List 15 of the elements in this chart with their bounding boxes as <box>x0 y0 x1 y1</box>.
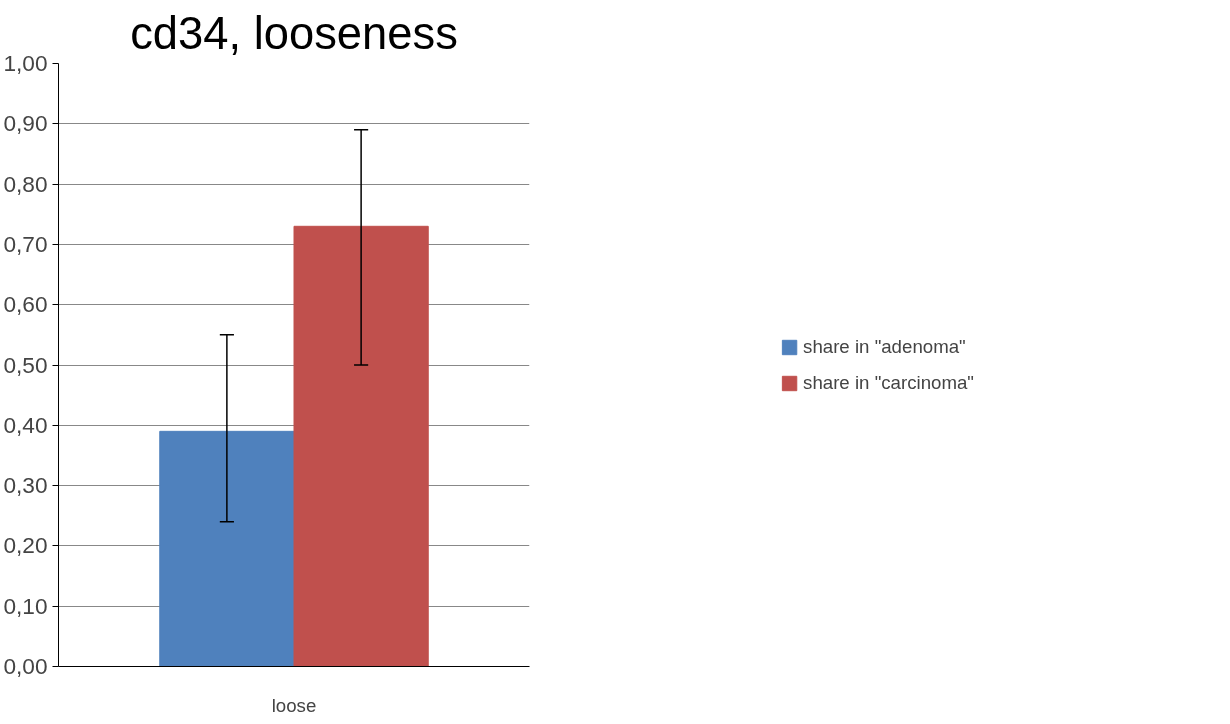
y-tick-label: 0,00 <box>3 653 48 679</box>
y-tick-label: 0,10 <box>3 592 48 619</box>
y-tick-label: 0,70 <box>3 230 48 257</box>
y-tick-label: 0,30 <box>3 472 48 499</box>
y-tick-label: 0,90 <box>3 110 48 137</box>
y-tick-label: 0,40 <box>3 411 48 438</box>
chart-title: cd34, looseness <box>130 7 458 59</box>
y-tick-label: 0,20 <box>3 532 48 559</box>
y-tick-label: 0,50 <box>3 351 48 378</box>
legend-label: share in "carcinoma" <box>803 371 974 394</box>
y-tick-label: 0,60 <box>3 291 48 318</box>
x-tick-label: loose <box>271 694 317 716</box>
legend-label: share in "adenoma" <box>803 335 966 358</box>
y-tick-label: 1,00 <box>3 50 48 76</box>
y-tick-label: 0,80 <box>3 170 48 197</box>
